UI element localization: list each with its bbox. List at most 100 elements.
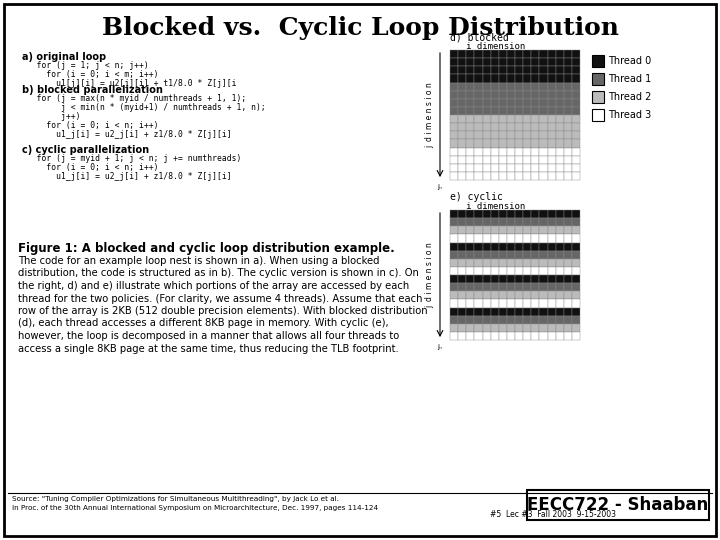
Bar xyxy=(458,107,467,115)
Bar xyxy=(474,147,482,156)
Bar xyxy=(467,291,474,299)
Bar xyxy=(467,307,474,315)
Bar xyxy=(531,242,539,251)
Bar xyxy=(458,83,467,91)
Bar xyxy=(547,332,556,340)
Text: Thread 2: Thread 2 xyxy=(608,92,652,102)
Text: for (i = 0; i < n; i++): for (i = 0; i < n; i++) xyxy=(22,121,158,130)
Bar xyxy=(556,234,564,242)
Bar xyxy=(572,107,580,115)
Bar xyxy=(482,58,490,66)
Bar xyxy=(564,66,572,75)
Bar xyxy=(556,324,564,332)
Bar xyxy=(482,332,490,340)
Bar xyxy=(499,115,507,123)
Bar xyxy=(482,107,490,115)
Bar xyxy=(527,490,709,520)
Bar xyxy=(523,267,531,275)
Bar xyxy=(458,275,467,283)
Bar xyxy=(572,164,580,172)
Text: for (j = myid + 1; j < n; j += numthreads): for (j = myid + 1; j < n; j += numthread… xyxy=(22,154,241,163)
Bar xyxy=(458,307,467,315)
Bar xyxy=(467,91,474,99)
Bar xyxy=(564,107,572,115)
Bar xyxy=(572,299,580,307)
Bar xyxy=(458,172,467,180)
Bar xyxy=(556,58,564,66)
Bar xyxy=(531,156,539,164)
Bar xyxy=(467,251,474,259)
Bar xyxy=(531,210,539,218)
Bar xyxy=(490,267,499,275)
Text: Thread 0: Thread 0 xyxy=(608,56,652,66)
Bar xyxy=(547,123,556,131)
Bar xyxy=(523,172,531,180)
Bar xyxy=(458,75,467,83)
Bar xyxy=(507,299,515,307)
Bar xyxy=(539,123,547,131)
Bar xyxy=(572,210,580,218)
Bar xyxy=(450,75,458,83)
Bar xyxy=(499,75,507,83)
Bar xyxy=(474,50,482,58)
Bar xyxy=(458,299,467,307)
Bar xyxy=(474,332,482,340)
Bar xyxy=(523,259,531,267)
Bar xyxy=(474,275,482,283)
Bar xyxy=(515,210,523,218)
Bar xyxy=(450,50,458,58)
Bar xyxy=(490,164,499,172)
Text: jₙ: jₙ xyxy=(438,344,442,350)
Bar xyxy=(474,307,482,315)
Bar xyxy=(490,131,499,139)
Bar xyxy=(564,75,572,83)
Bar xyxy=(482,299,490,307)
Bar xyxy=(539,83,547,91)
Bar xyxy=(539,299,547,307)
Bar xyxy=(490,259,499,267)
Bar xyxy=(523,99,531,107)
Bar xyxy=(490,139,499,147)
Bar xyxy=(482,210,490,218)
Bar xyxy=(572,234,580,242)
Bar xyxy=(482,283,490,291)
Bar xyxy=(523,147,531,156)
Bar xyxy=(458,164,467,172)
Bar xyxy=(523,83,531,91)
Bar xyxy=(515,164,523,172)
Text: u1_j[i] = u2_j[i] + z1/8.0 * Z[j][i]: u1_j[i] = u2_j[i] + z1/8.0 * Z[j][i] xyxy=(22,172,232,181)
Bar xyxy=(474,83,482,91)
Bar xyxy=(507,164,515,172)
Bar xyxy=(515,75,523,83)
Bar xyxy=(531,172,539,180)
Bar xyxy=(547,251,556,259)
Bar xyxy=(482,324,490,332)
Bar xyxy=(592,109,604,121)
Bar xyxy=(499,91,507,99)
Bar xyxy=(556,267,564,275)
Bar xyxy=(572,50,580,58)
Bar xyxy=(450,131,458,139)
Bar xyxy=(539,234,547,242)
Bar xyxy=(523,131,531,139)
Bar xyxy=(458,234,467,242)
Bar xyxy=(474,115,482,123)
Bar xyxy=(458,242,467,251)
Text: for (i = 0; i < n; i++): for (i = 0; i < n; i++) xyxy=(22,163,158,172)
Bar xyxy=(564,147,572,156)
Bar xyxy=(490,172,499,180)
Bar xyxy=(467,324,474,332)
Bar xyxy=(474,164,482,172)
Bar xyxy=(523,275,531,283)
Bar xyxy=(556,210,564,218)
Text: the right, d) and e) illustrate which portions of the array are accessed by each: the right, d) and e) illustrate which po… xyxy=(18,281,409,291)
Bar xyxy=(507,275,515,283)
Bar xyxy=(507,291,515,299)
Bar xyxy=(531,147,539,156)
Bar xyxy=(539,58,547,66)
Text: d) blocked: d) blocked xyxy=(450,32,509,42)
Bar xyxy=(547,131,556,139)
Bar xyxy=(507,107,515,115)
Bar xyxy=(556,147,564,156)
Bar xyxy=(490,99,499,107)
